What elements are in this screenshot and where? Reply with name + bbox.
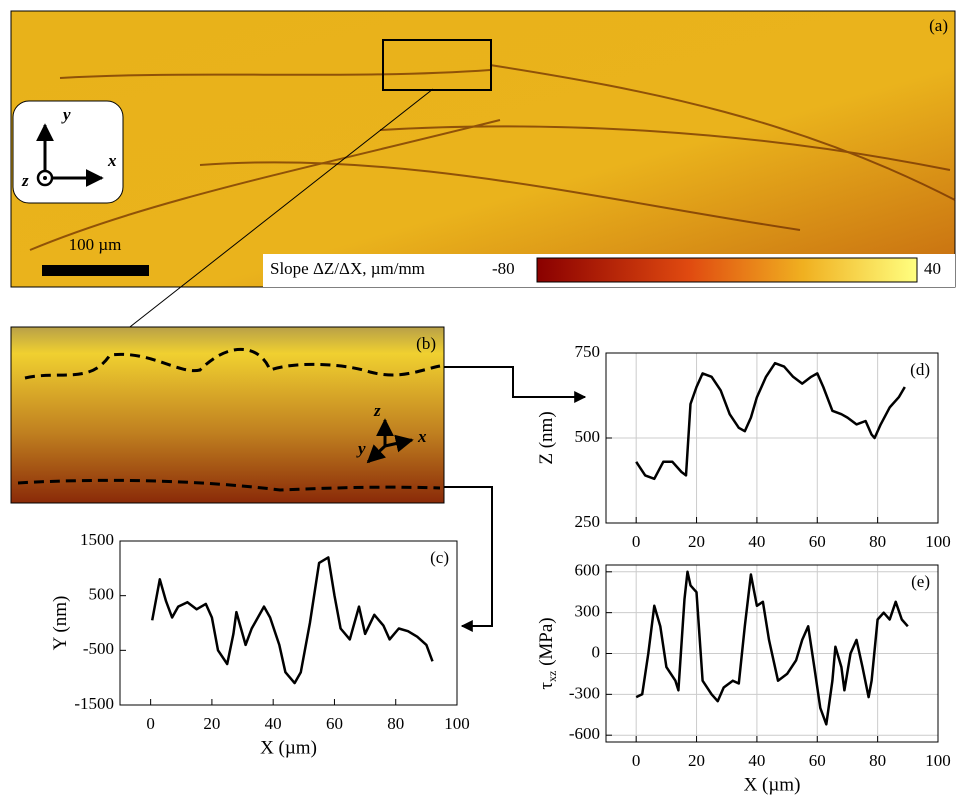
x-axis-label: X (µm) xyxy=(744,774,801,795)
x-axis-label: X (µm) xyxy=(260,737,317,758)
axis-dot xyxy=(43,176,47,180)
colorbar-label: Slope ΔZ/ΔX, µm/mm xyxy=(270,259,425,278)
axis-letter: x xyxy=(107,151,117,170)
x-tick-label: 0 xyxy=(632,751,641,770)
y-tick-label: -600 xyxy=(569,724,600,743)
axis-letter: y xyxy=(356,439,366,458)
x-tick-label: 40 xyxy=(265,714,282,733)
y-tick-label: -1500 xyxy=(74,694,114,713)
y-axis-label-main: τ xyxy=(536,682,557,690)
x-tick-label: 20 xyxy=(688,751,705,770)
x-tick-label: 0 xyxy=(632,532,641,551)
x-tick-label: 60 xyxy=(326,714,343,733)
y-tick-label: 600 xyxy=(575,561,601,580)
x-tick-label: 40 xyxy=(748,532,765,551)
scale-bar xyxy=(42,265,149,276)
y-tick-label: 750 xyxy=(575,342,601,361)
x-tick-label: 100 xyxy=(925,751,951,770)
arrow xyxy=(384,434,414,453)
y-tick-label: 250 xyxy=(575,512,601,531)
connector xyxy=(444,486,493,632)
panel-label: (b) xyxy=(416,334,436,353)
panel-label: (d) xyxy=(910,360,930,379)
x-tick-label: 80 xyxy=(869,751,886,770)
x-tick-label: 40 xyxy=(748,751,765,770)
y-axis-label: Z (nm) xyxy=(536,411,557,464)
colorbar xyxy=(536,257,918,283)
profile-line xyxy=(17,478,441,492)
scale-bar-label: 100 µm xyxy=(69,235,122,254)
profile-line xyxy=(24,347,441,380)
x-tick-label: 80 xyxy=(387,714,404,733)
y-axis-label-sub: xz xyxy=(545,671,559,682)
y-axis-label-unit: (MPa) xyxy=(536,617,557,670)
x-tick-label: 60 xyxy=(809,751,826,770)
plot-frame xyxy=(605,564,939,743)
arrow xyxy=(366,444,387,464)
panel-label: (e) xyxy=(911,572,930,591)
x-tick-label: 20 xyxy=(203,714,220,733)
x-tick-label: 60 xyxy=(809,532,826,551)
panel-label: (a) xyxy=(929,16,948,35)
micrograph-b xyxy=(10,326,445,504)
colorbar-max: 40 xyxy=(924,259,941,278)
y-axis-label-main: Z (nm) xyxy=(536,411,557,464)
y-axis-label: τxz (MPa) xyxy=(536,617,558,689)
plot-frame xyxy=(119,540,458,706)
y-tick-label: 300 xyxy=(575,602,601,621)
y-tick-label: 500 xyxy=(575,427,601,446)
data-line xyxy=(635,361,906,481)
y-axis-label: Y (nm) xyxy=(50,596,71,651)
y-tick-label: 500 xyxy=(89,585,115,604)
y-axis-label-main: Y (nm) xyxy=(50,596,71,651)
axis-letter: z xyxy=(21,171,29,190)
data-line xyxy=(150,556,434,685)
plot-frame xyxy=(605,352,939,524)
micrograph-a xyxy=(10,10,956,288)
x-tick-label: 100 xyxy=(925,532,951,551)
crack-lines xyxy=(29,64,956,251)
x-tick-label: 0 xyxy=(146,714,155,733)
axis-letter: y xyxy=(61,105,71,124)
panel-label: (c) xyxy=(430,548,449,567)
y-tick-label: 1500 xyxy=(80,530,114,549)
x-tick-label: 20 xyxy=(688,532,705,551)
data-line xyxy=(635,570,909,726)
y-tick-label: -300 xyxy=(569,683,600,702)
zoom-line xyxy=(125,88,434,331)
x-tick-label: 80 xyxy=(869,532,886,551)
axis-letter: z xyxy=(373,401,381,420)
colorbar-min: -80 xyxy=(492,259,515,278)
x-tick-label: 100 xyxy=(444,714,470,733)
y-tick-label: -500 xyxy=(83,639,114,658)
zoom-box xyxy=(382,39,492,91)
connector xyxy=(444,366,587,403)
y-tick-label: 0 xyxy=(592,642,601,661)
axis-letter: x xyxy=(417,427,427,446)
